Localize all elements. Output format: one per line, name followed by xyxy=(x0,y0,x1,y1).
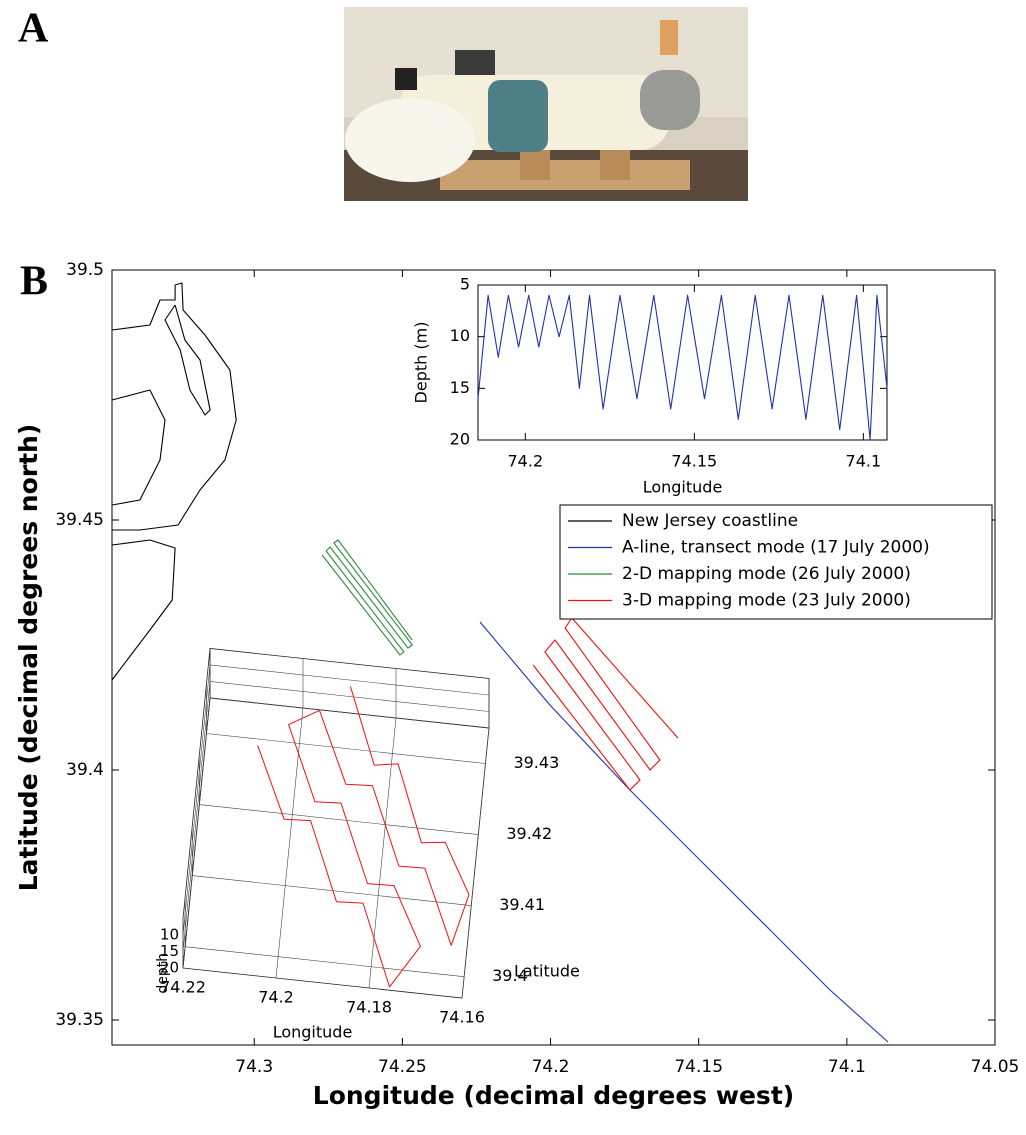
legend-label: 2-D mapping mode (26 July 2000) xyxy=(622,564,911,584)
y-tick-label: 15 xyxy=(450,378,470,397)
grid-line xyxy=(199,755,479,835)
grid-line xyxy=(182,648,211,969)
x-tick-label: 74.05 xyxy=(971,1057,1020,1077)
y-axis-label: Latitude (decimal degrees north) xyxy=(14,424,43,892)
y-tick-label: 20 xyxy=(450,430,470,449)
grid-line xyxy=(182,681,490,952)
z-tick-label: 10 xyxy=(160,926,179,944)
x-tick-label: 74.1 xyxy=(828,1057,866,1077)
y-tick-label: 39.45 xyxy=(55,510,104,530)
x-tick-label: 74.2 xyxy=(532,1057,570,1077)
panel-label: B xyxy=(20,259,48,305)
legend-label: New Jersey coastline xyxy=(622,511,798,531)
back-wall xyxy=(209,648,490,729)
plot-frame xyxy=(477,284,888,441)
y-axis-label: Latitude xyxy=(514,962,580,981)
x-tick-label: 74.16 xyxy=(439,1008,485,1027)
series-line xyxy=(477,294,888,441)
y-tick-label: 5 xyxy=(460,275,470,294)
grid-line xyxy=(184,897,465,977)
grid-line xyxy=(182,664,490,936)
y-tick-label: 39.43 xyxy=(513,753,559,772)
series-line xyxy=(321,539,413,656)
x-tick-label: 74.3 xyxy=(235,1057,273,1077)
z-tick-label: 20 xyxy=(160,959,179,977)
series-line xyxy=(532,617,679,791)
series-line xyxy=(479,621,889,1043)
series-line xyxy=(257,686,470,988)
x-tick-label: 74.25 xyxy=(378,1057,427,1077)
grid-line xyxy=(191,826,472,906)
z-tick-label: 15 xyxy=(160,942,179,960)
x-tick-label: 74.1 xyxy=(846,452,882,471)
x-tick-label: 74.18 xyxy=(346,998,392,1017)
series-line xyxy=(111,282,237,681)
y-tick-label: 39.35 xyxy=(55,1010,104,1030)
floor xyxy=(182,697,490,999)
legend-label: A-line, transect mode (17 July 2000) xyxy=(622,538,930,558)
grid-line xyxy=(182,697,490,969)
y-tick-label: 39.4 xyxy=(66,760,104,780)
y-axis-label: Depth (m) xyxy=(412,322,431,404)
legend-label: 3-D mapping mode (23 July 2000) xyxy=(622,591,911,611)
plot-frame xyxy=(111,269,996,1046)
x-axis-label: Longitude (decimal degrees west) xyxy=(313,1081,794,1110)
x-tick-label: 74.22 xyxy=(160,978,206,997)
side-wall xyxy=(182,648,211,969)
x-tick-label: 74.2 xyxy=(258,988,294,1007)
y-tick-label: 10 xyxy=(450,326,470,345)
x-tick-label: 74.15 xyxy=(671,452,717,471)
x-axis-label: Longitude xyxy=(643,478,723,497)
x-tick-label: 74.2 xyxy=(508,452,544,471)
legend-box xyxy=(559,504,993,620)
panel-label: A xyxy=(18,6,49,52)
y-tick-label: 39.42 xyxy=(506,824,552,843)
x-tick-label: 74.15 xyxy=(674,1057,723,1077)
x-axis-label: Longitude xyxy=(273,1023,353,1042)
photo xyxy=(344,7,748,201)
y-tick-label: 39.41 xyxy=(499,895,545,914)
y-tick-label: 39.4 xyxy=(492,966,528,985)
y-tick-label: 39.5 xyxy=(66,260,104,280)
z-axis-label: depth xyxy=(155,953,171,994)
